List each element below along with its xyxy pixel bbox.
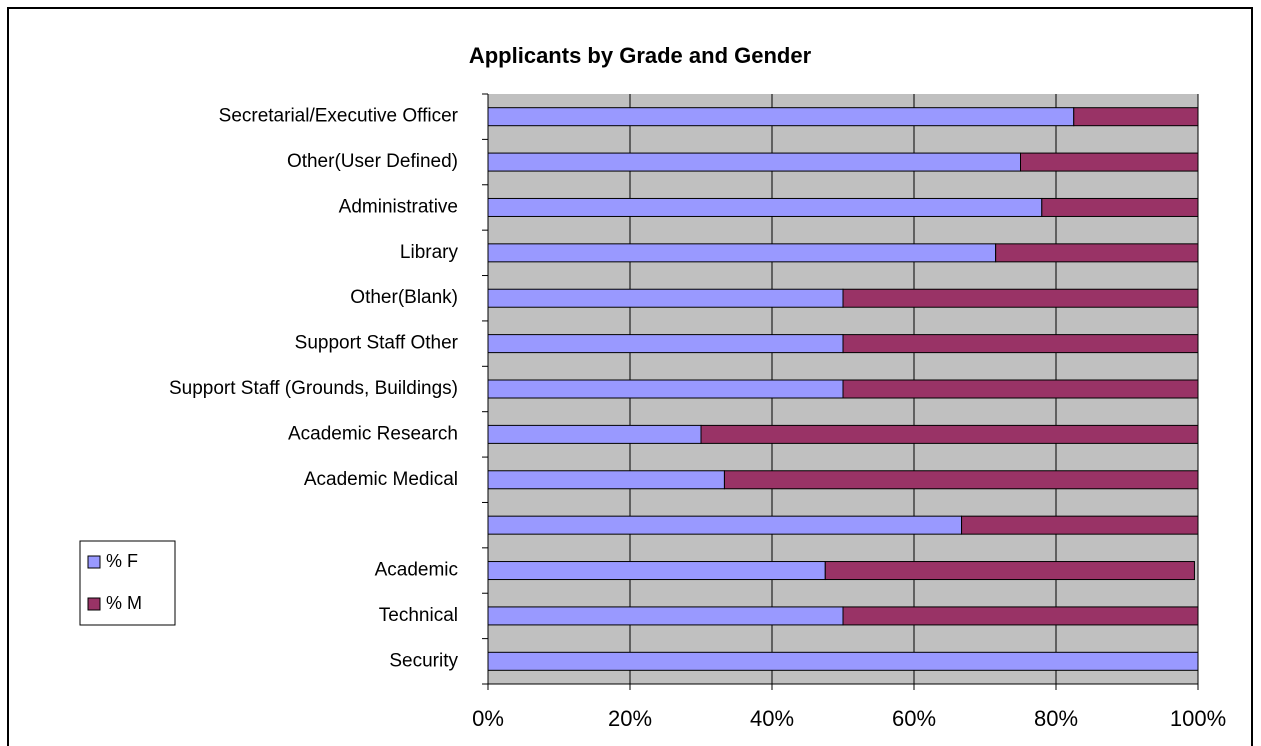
- bar-segment: [842, 334, 1199, 354]
- chart-title: Applicants by Grade and Gender: [469, 43, 812, 68]
- y-tick-label: Secretarial/Executive Officer: [219, 106, 459, 127]
- x-tick-label: 80%: [1034, 706, 1078, 731]
- y-tick-label: Administrative: [339, 196, 458, 217]
- y-tick-label: Other(Blank): [350, 287, 458, 308]
- legend-swatch: [87, 597, 101, 611]
- y-tick-label: Support Staff (Grounds, Buildings): [169, 378, 458, 399]
- bar-segment: [487, 243, 997, 263]
- legend-box: [79, 540, 176, 626]
- x-tick-label: 40%: [750, 706, 794, 731]
- legend-label: % F: [106, 551, 138, 571]
- x-tick-label: 60%: [892, 706, 936, 731]
- bar-segment: [487, 334, 844, 354]
- bar-segment: [961, 515, 1199, 535]
- bar-segment: [723, 470, 1199, 490]
- y-tick-label: Other(User Defined): [287, 151, 458, 172]
- bar-segment: [487, 107, 1075, 127]
- bar-segment: [487, 424, 702, 444]
- y-tick-label: Library: [400, 242, 459, 263]
- bar-segment: [487, 288, 844, 308]
- legend-swatch: [87, 555, 101, 569]
- y-tick-label: Academic: [375, 560, 458, 581]
- bar-segment: [487, 515, 963, 535]
- bar-segment: [824, 561, 1195, 581]
- y-tick-label: Technical: [379, 605, 458, 626]
- bar-segment: [1020, 152, 1199, 172]
- bar-segment: [842, 379, 1199, 399]
- x-tick-label: 100%: [1170, 706, 1226, 731]
- y-tick-label: Academic Research: [288, 423, 458, 444]
- bar-segment: [995, 243, 1199, 263]
- bar-segment: [1073, 107, 1199, 127]
- legend-label: % M: [106, 593, 142, 613]
- bar-segment: [487, 606, 844, 626]
- bar-segment: [487, 561, 826, 581]
- bar-segment: [1041, 197, 1199, 217]
- bar-segment: [487, 379, 844, 399]
- x-tick-label: 0%: [472, 706, 504, 731]
- y-tick-label: Academic Medical: [304, 469, 458, 490]
- bar-segment: [487, 470, 725, 490]
- y-tick-label: Support Staff Other: [295, 333, 459, 354]
- bar-segment: [700, 424, 1199, 444]
- bar-segment: [487, 197, 1043, 217]
- y-tick-label: Security: [389, 650, 458, 671]
- x-tick-label: 20%: [608, 706, 652, 731]
- bar-segment: [487, 152, 1021, 172]
- bar-segment: [487, 651, 1199, 671]
- bar-segment: [842, 606, 1199, 626]
- bar-segment: [842, 288, 1199, 308]
